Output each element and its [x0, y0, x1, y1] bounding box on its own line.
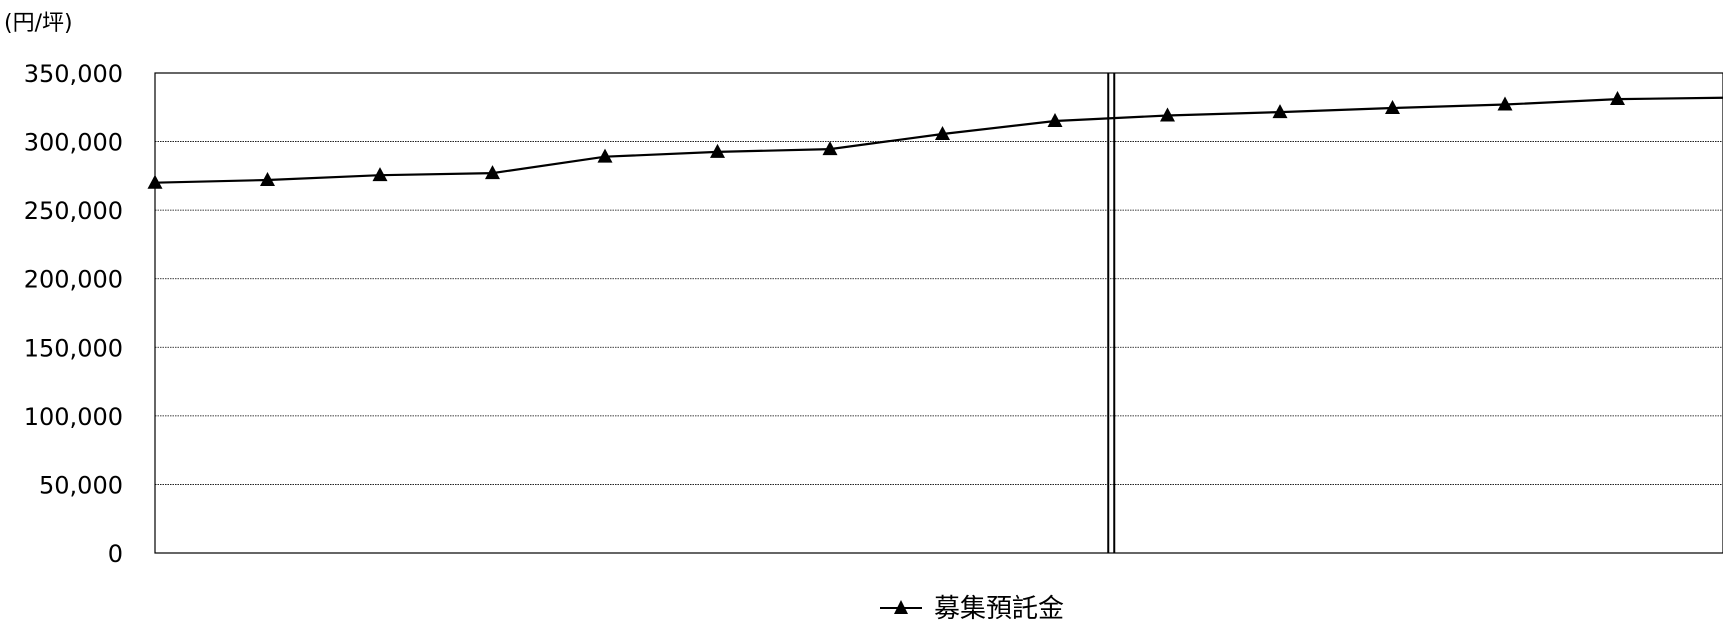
legend-triangle-marker — [894, 600, 908, 614]
data-point-marker — [710, 143, 725, 158]
y-axis-tick-labels: 0 50,000 100,000 150,000 200,000 250,000 300,0… — [24, 60, 123, 568]
data-point-marker — [1610, 91, 1625, 106]
data-point-marker — [1047, 113, 1063, 127]
y-tick-label: 0 — [108, 540, 123, 568]
plot-area-border — [154, 72, 1723, 554]
data-point-marker — [485, 165, 500, 180]
y-tick-label: 100,000 — [24, 403, 123, 431]
y-tick-label: 350,000 — [24, 60, 123, 88]
data-point-marker — [1272, 104, 1288, 119]
data-point-marker — [597, 148, 613, 163]
data-point-marker — [1160, 107, 1175, 122]
y-tick-label: 250,000 — [24, 197, 123, 225]
y-tick-label: 200,000 — [24, 266, 123, 294]
period-divider — [1107, 73, 1116, 553]
legend-entry-label: 募集預託金 — [934, 594, 1064, 624]
legend: 募集預託金 — [880, 594, 1064, 624]
data-point-marker — [1497, 96, 1513, 111]
y-tick-label: 50,000 — [39, 471, 123, 499]
data-point-marker — [260, 171, 275, 186]
data-point-marker — [372, 167, 388, 182]
data-point-marker — [822, 141, 838, 156]
data-point-marker — [935, 126, 950, 141]
data-point-marker — [147, 174, 163, 189]
series-line — [154, 96, 1723, 184]
y-tick-label: 150,000 — [24, 334, 123, 362]
data-point-marker — [1385, 99, 1400, 114]
y-axis-unit-label: (円/坪) — [4, 11, 73, 36]
y-tick-label: 300,000 — [24, 129, 123, 157]
gridlines — [155, 141, 1723, 485]
series-line-group — [147, 91, 1723, 189]
